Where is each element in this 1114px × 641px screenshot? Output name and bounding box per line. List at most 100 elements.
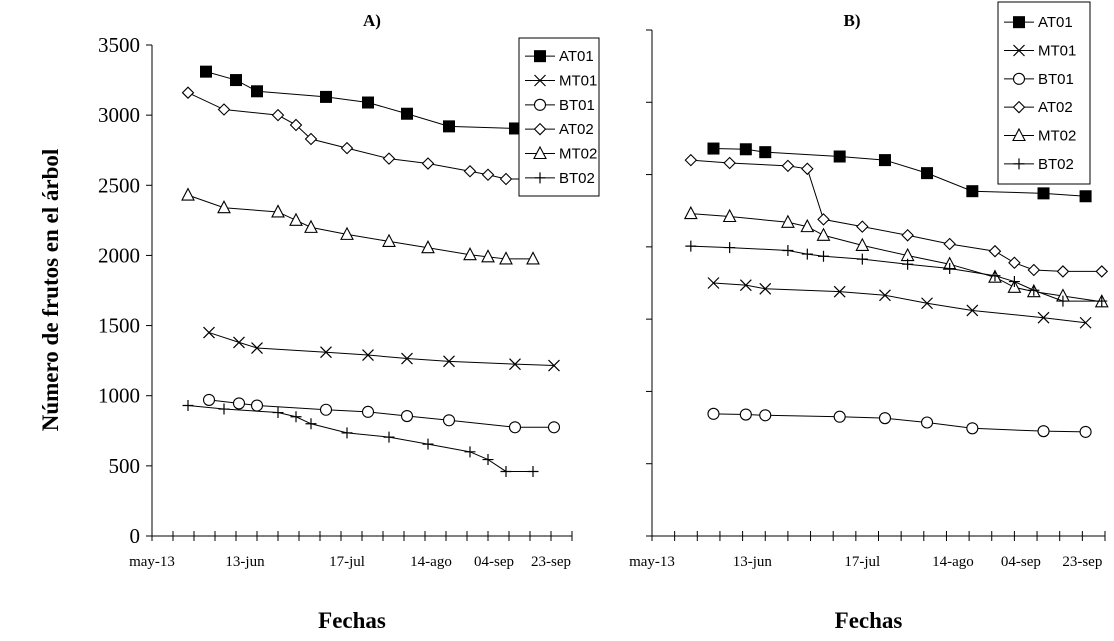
data-point (401, 352, 413, 365)
x-tick-label: 14-ago (932, 554, 974, 570)
data-point (944, 263, 956, 275)
data-point (382, 152, 396, 165)
data-point (340, 141, 354, 155)
data-point (833, 285, 846, 298)
x-tick-label: 14-ago (410, 554, 452, 570)
data-point (856, 220, 869, 233)
data-point (548, 359, 560, 372)
data-point (181, 86, 195, 99)
data-point (320, 90, 332, 103)
series-at01 (200, 65, 560, 136)
data-point (1008, 276, 1020, 288)
data-point (780, 214, 795, 228)
data-point (547, 421, 561, 434)
y-axis-label: Número de frutos en el árbol (38, 149, 63, 432)
data-point (759, 409, 772, 422)
legend-marker (533, 98, 547, 111)
data-point (499, 251, 513, 265)
series-line (208, 332, 555, 367)
data-point (362, 349, 374, 361)
data-point (382, 233, 396, 247)
series-mt01 (203, 326, 560, 372)
data-point (421, 157, 435, 170)
series-mt02 (181, 187, 540, 265)
data-point (878, 412, 892, 425)
legend-marker (533, 145, 547, 160)
data-point (782, 244, 794, 256)
data-point (200, 65, 212, 78)
legend-label: AT01 (1038, 14, 1073, 31)
data-point (739, 408, 752, 421)
data-point (943, 237, 956, 251)
x-tick-label: 17-jul (844, 554, 880, 570)
data-point (499, 172, 513, 186)
legend-marker (1012, 72, 1026, 85)
data-point (1056, 265, 1070, 278)
data-point (1096, 295, 1108, 307)
legend-box (997, 1, 1091, 185)
data-point (921, 167, 934, 180)
data-point (508, 421, 522, 434)
legend-label: AT02 (1038, 99, 1073, 116)
data-point (988, 244, 1002, 258)
data-point (1037, 187, 1050, 200)
data-point (1008, 256, 1021, 270)
series-line (205, 71, 555, 131)
data-point (463, 247, 477, 261)
data-point (400, 410, 414, 423)
data-point (966, 422, 979, 435)
panel-title: A) (363, 11, 381, 30)
data-point (723, 156, 736, 170)
legend-label: BT01 (559, 97, 595, 114)
data-point (181, 187, 195, 201)
legend: AT01 MT01 BT01 AT02 MT02 BT02 (518, 37, 600, 197)
data-point (482, 454, 494, 466)
legend-marker (533, 122, 547, 136)
legend-box (518, 37, 600, 197)
data-point (800, 218, 815, 233)
data-point (383, 431, 395, 443)
y-tick-label: 500 (109, 454, 141, 478)
legend-label: MT01 (559, 73, 597, 90)
data-point (250, 399, 264, 412)
legend-label: MT02 (1038, 128, 1076, 145)
x-tick-label: 17-jul (329, 554, 365, 570)
data-point (289, 118, 303, 132)
series-line (187, 405, 533, 472)
data-point (833, 150, 846, 163)
data-point (1057, 295, 1069, 307)
legend-marker (534, 50, 546, 63)
x-axis-label: Fechas (835, 608, 903, 633)
data-point (1095, 265, 1109, 278)
x-tick-label: 23-sep (1062, 554, 1102, 570)
data-point (966, 304, 979, 317)
series-at02 (684, 153, 1109, 278)
x-axis-label: Fechas (318, 608, 386, 633)
data-point (340, 226, 354, 240)
panel-title: B) (844, 11, 861, 30)
data-point (320, 346, 332, 359)
x-tick-label: may-13 (629, 554, 675, 570)
data-point (527, 465, 539, 477)
data-point (856, 253, 868, 265)
x-tick-label: 04-sep (1001, 554, 1041, 570)
legend-label: MT02 (559, 146, 597, 163)
data-point (833, 410, 846, 423)
data-point (361, 405, 375, 418)
series-bt02 (685, 240, 1108, 307)
data-point (1028, 284, 1040, 296)
data-point (217, 103, 231, 116)
legend-marker (1013, 44, 1025, 57)
data-point (724, 242, 736, 254)
y-tick-label: 2000 (98, 243, 140, 267)
y-tick-label: 1500 (98, 314, 140, 338)
series-mt02 (683, 205, 1109, 308)
data-point (921, 297, 933, 310)
data-point (251, 85, 263, 98)
legend-label: MT01 (1038, 43, 1076, 60)
y-tick-label: 3500 (98, 33, 140, 57)
data-point (526, 251, 540, 265)
x-tick-label: 04-sep (474, 554, 514, 570)
series-line (187, 194, 533, 260)
legend-label: AT01 (559, 48, 594, 65)
